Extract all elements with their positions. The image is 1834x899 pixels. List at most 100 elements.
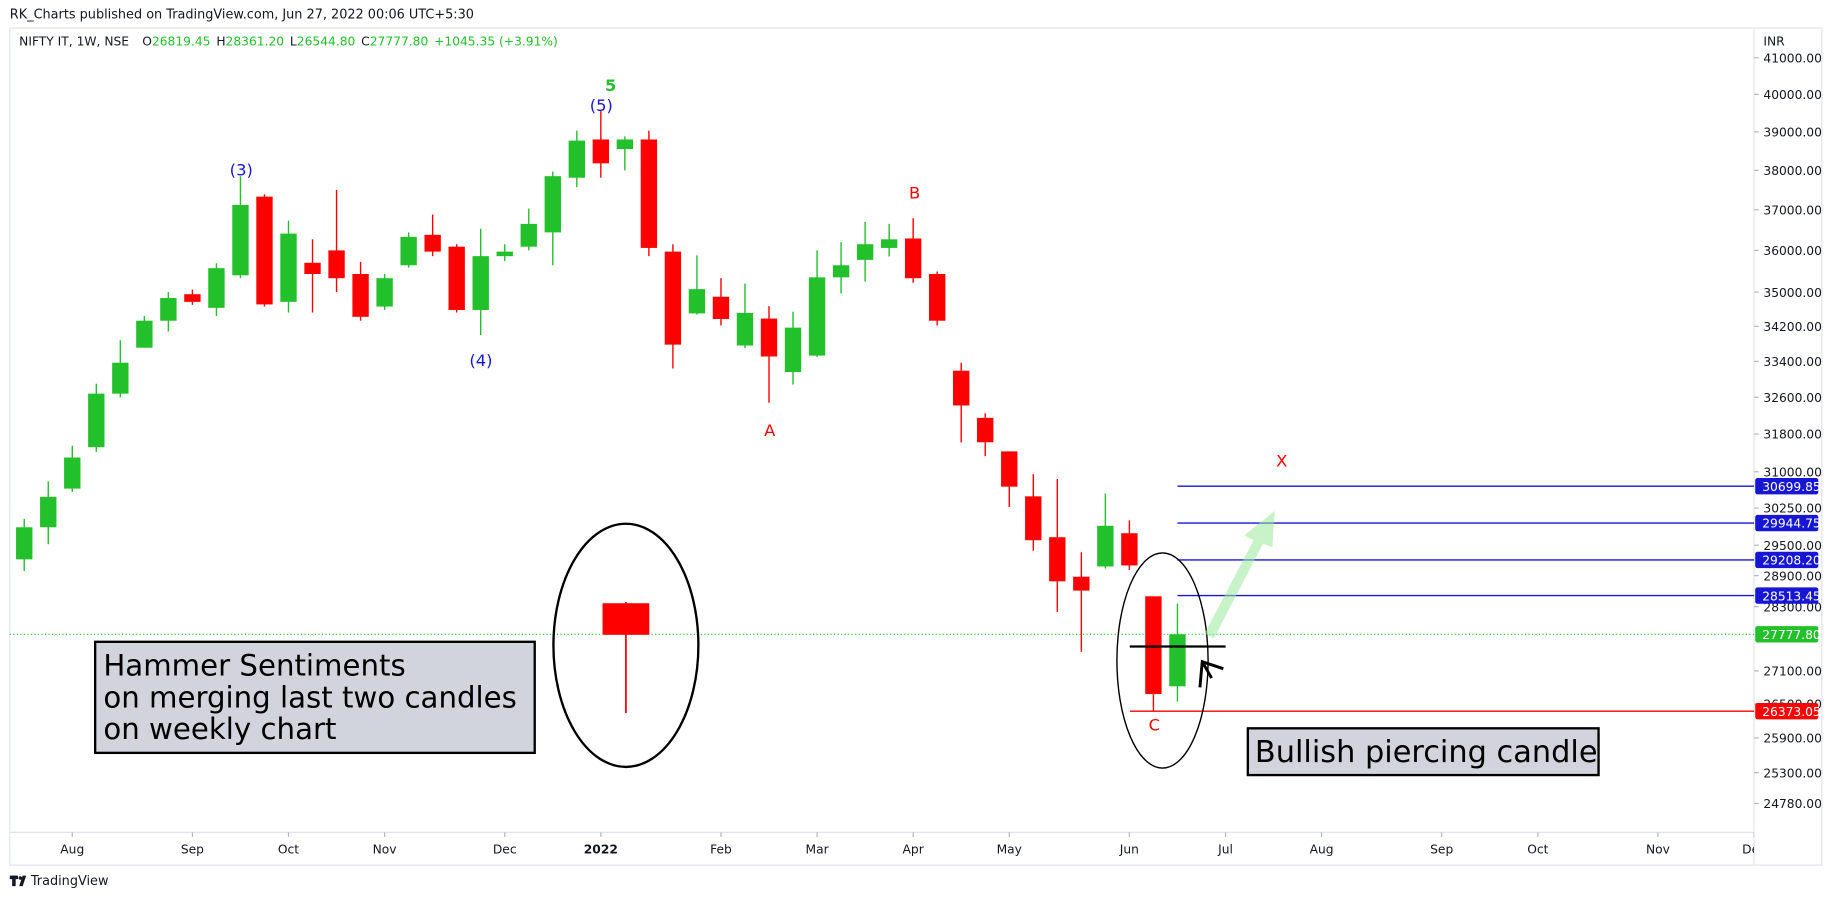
x-tick-label: Sep — [1430, 842, 1453, 856]
price-label: 27777.80 — [1762, 628, 1821, 642]
y-tick-label: 30250.00 — [1763, 502, 1822, 516]
candle-body — [784, 327, 802, 373]
y-tick-label: 28300.00 — [1763, 600, 1822, 614]
x-tick-label: Feb — [710, 842, 732, 856]
logo — [9, 875, 27, 887]
y-tick-label: 36000.00 — [1763, 244, 1822, 258]
legend-value: 26819.45 — [152, 35, 211, 49]
candle-body — [424, 234, 441, 252]
y-tick-label: 31800.00 — [1763, 428, 1822, 442]
candle-body — [929, 274, 946, 321]
x-tick-label: Nov — [1646, 842, 1670, 856]
candle-body — [904, 238, 922, 279]
wave-label: X — [1276, 451, 1287, 470]
price-label-box — [1755, 551, 1819, 569]
candle-body — [736, 312, 754, 346]
y-tick-label: 39000.00 — [1763, 126, 1822, 140]
candle-body — [640, 139, 658, 248]
legend-key: O — [142, 35, 152, 49]
candle-body — [472, 256, 489, 310]
x-tick-label: Apr — [903, 842, 925, 856]
x-tick-label: 2022 — [584, 842, 618, 856]
candle-body — [832, 265, 850, 278]
candle-body — [40, 496, 57, 528]
y-tick-label: 32600.00 — [1763, 391, 1822, 405]
y-tick-label: 33400.00 — [1763, 355, 1822, 369]
note-box — [1246, 727, 1600, 777]
candle-body — [1169, 634, 1186, 687]
x-axis: Aug Sep Oct Nov Dec 2022 Feb Mar Apr May Jun Jul Aug… — [60, 832, 1766, 856]
publish-info: RK_Charts published on TradingView.com, … — [10, 8, 474, 23]
y-tick-label: 25300.00 — [1763, 766, 1822, 780]
candle-body — [112, 362, 129, 394]
y-tick-label: 34200.00 — [1763, 320, 1822, 334]
legend: NIFTY IT, 1W, NSE O26819.45 H28361.20 L265… — [19, 35, 558, 49]
candle-body — [688, 289, 706, 314]
legend-value: 28361.20 — [226, 35, 285, 49]
legend-value: 26544.80 — [297, 35, 356, 49]
candle-body — [880, 239, 898, 248]
note-line: Bullish piercing candle — [1255, 735, 1598, 770]
chart-frame — [9, 27, 1823, 866]
candle-body — [400, 236, 417, 266]
candle-body — [953, 370, 970, 406]
x-tick-label: Jul — [1217, 842, 1233, 856]
candle-body — [184, 294, 201, 302]
ellipse — [552, 522, 700, 769]
y-tick-label: 40000.00 — [1763, 88, 1822, 102]
candle-body — [760, 318, 778, 357]
symbol: NIFTY IT, 1W, NSE — [19, 35, 129, 49]
candle-body — [977, 417, 994, 443]
y-tick-label: 31000.00 — [1763, 465, 1822, 479]
candle-body — [88, 393, 105, 448]
wave-label: (3) — [230, 160, 253, 179]
y-tick-label: 28900.00 — [1763, 569, 1822, 583]
plot: 41000.00 40000.00 39000.00 38000.00 37000.00… — [9, 51, 1822, 856]
x-tick-label: Oct — [278, 842, 299, 856]
y-tick-label: 24780.00 — [1763, 797, 1822, 811]
legend-key: C — [361, 35, 370, 49]
candle-body — [712, 296, 730, 319]
candle-body — [1073, 576, 1090, 591]
note-line: Hammer Sentiments — [103, 649, 405, 683]
candle-body — [544, 176, 561, 233]
projection-arrow — [1204, 510, 1275, 639]
wave-label: C — [1149, 716, 1160, 735]
y-tick-label: 27100.00 — [1763, 665, 1822, 679]
wave-label: (4) — [469, 351, 492, 370]
y-tick-label: 41000.00 — [1763, 51, 1822, 65]
y-tick-label: 38000.00 — [1763, 164, 1822, 178]
candle-body — [376, 278, 393, 307]
y-tick-label: 25900.00 — [1763, 732, 1822, 746]
x-tick-label: Aug — [1310, 842, 1334, 856]
candle-body — [208, 268, 225, 308]
price-label-box — [1755, 626, 1819, 643]
x-tick-label: Dec — [1742, 842, 1766, 856]
legend-key: L — [290, 35, 297, 49]
candle-body — [1145, 596, 1162, 695]
currency: INR — [1763, 35, 1785, 49]
x-tick-label: Oct — [1527, 842, 1548, 856]
candle-body — [592, 139, 610, 164]
candle-body — [520, 223, 537, 247]
price-label: 29208.20 — [1762, 554, 1821, 568]
price-label: 30699.85 — [1762, 480, 1821, 494]
y-tick-label: 29500.00 — [1763, 539, 1822, 553]
x-tick-label: Jun — [1119, 842, 1139, 856]
candle-body — [568, 140, 585, 178]
price-label: 26373.05 — [1762, 705, 1821, 719]
candle-body — [304, 262, 321, 275]
candle-body — [352, 274, 369, 317]
price-label: 28513.45 — [1762, 589, 1821, 603]
note-box — [93, 640, 536, 755]
candle-body — [256, 196, 273, 305]
wave-label: (5) — [590, 96, 613, 115]
legend-value: 27777.80 — [370, 35, 429, 49]
x-tick-label: Mar — [805, 842, 829, 856]
price-label-box — [1755, 702, 1819, 720]
legend-change: +1045.35 (+3.91%) — [434, 35, 558, 49]
pointer-arrow — [1198, 659, 1224, 688]
candle-body — [16, 527, 33, 560]
price-label: 29944.75 — [1762, 517, 1821, 531]
